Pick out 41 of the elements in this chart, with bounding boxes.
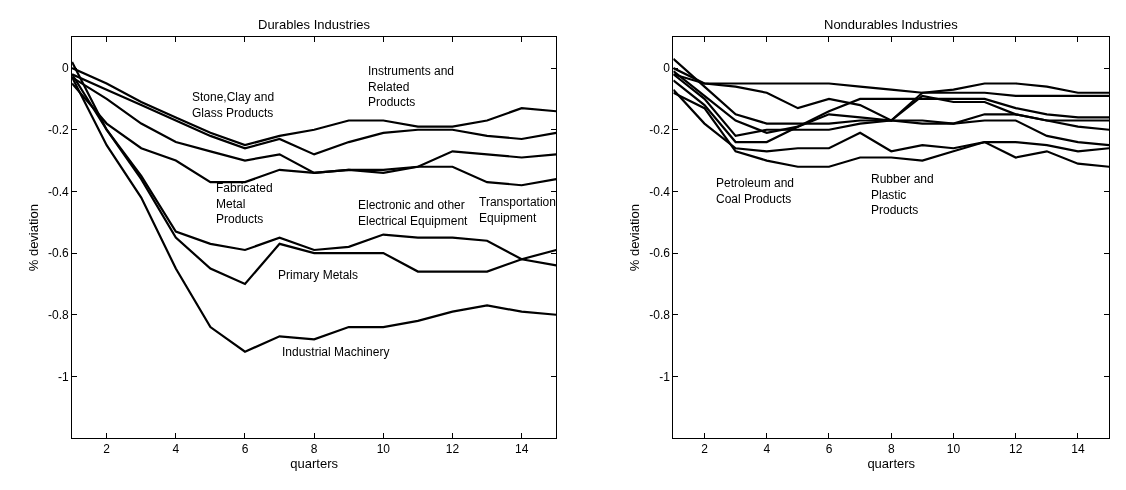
chart-title: Durables Industries [258,17,371,32]
x-axis-title: quarters [867,456,916,472]
x-tick-label: 8 [310,442,318,457]
x-tick-label: 10 [376,442,391,457]
y-axis-title: % deviation [25,204,41,272]
x-tick-label: 10 [946,442,961,457]
annotation: Industrial Machinery [282,345,390,359]
y-tick-label: -0.2 [649,122,671,137]
y-tick-label: -0.4 [47,184,69,199]
annotation: Rubber and Plastic Products [871,172,934,218]
x-tick-label: 4 [172,442,180,457]
y-tick-label: -0.2 [47,122,69,137]
annotation: Stone,Clay and Glass Products [192,90,275,120]
y-tick-label: -1 [659,369,671,384]
annotation: Fabricated Metal Products [216,181,273,227]
y-axis-title: % deviation [627,204,643,272]
x-tick-label: 4 [763,442,771,457]
x-tick-label: 8 [887,442,895,457]
x-tick-label: 2 [701,442,709,457]
y-tick-label: -0.4 [649,184,671,199]
y-tick-label: -0.8 [649,307,671,322]
chart-title: Nondurables Industries [824,17,959,32]
y-tick-label: -1 [57,369,69,384]
x-tick-label: 14 [514,442,529,457]
annotation: Petroleum and Coal Products [716,176,795,206]
x-tick-label: 14 [1071,442,1085,457]
y-tick-label: -0.6 [649,246,671,261]
x-axis-title: quarters [290,456,339,472]
annotation: Instruments and Related Products [368,64,455,110]
y-tick-label: -0.6 [47,246,69,261]
x-tick-label: 12 [445,442,460,457]
x-tick-label: 6 [241,442,249,457]
annotation: Transportation Equipment [479,195,556,225]
x-tick-label: 2 [103,442,111,457]
y-tick-label: -0.8 [47,307,69,322]
x-tick-label: 6 [825,442,833,457]
y-tick-label: 0 [61,61,69,76]
annotation: Electronic and other Electrical Equipment [358,198,469,228]
annotation: Primary Metals [278,268,359,282]
x-tick-label: 12 [1009,442,1023,457]
y-tick-label: 0 [663,61,671,76]
